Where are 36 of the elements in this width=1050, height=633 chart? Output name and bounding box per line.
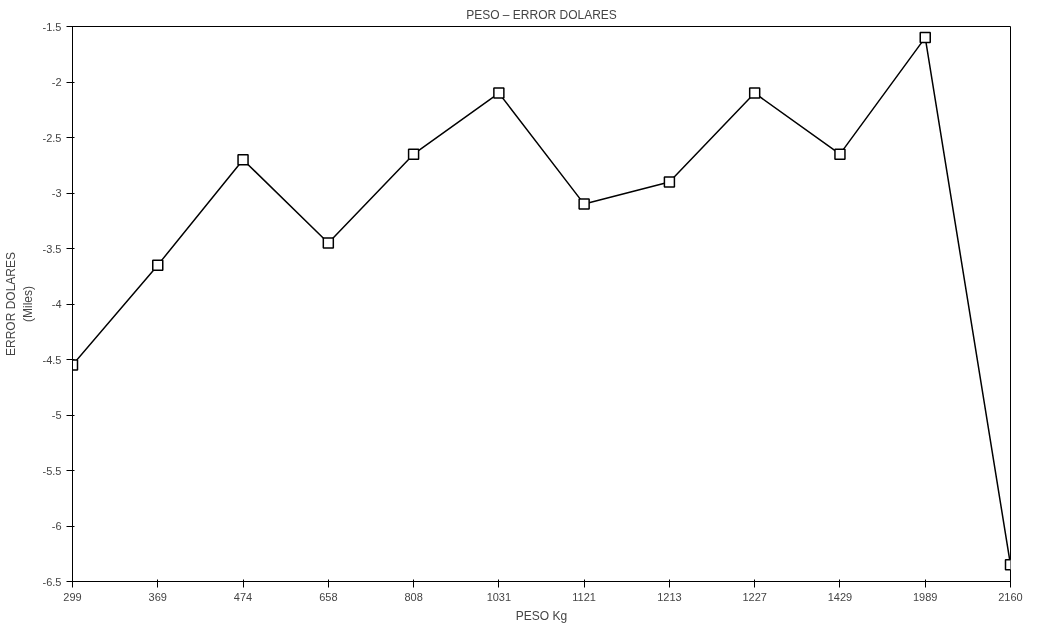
chart-title: PESO – ERROR DOLARES xyxy=(466,7,617,22)
point xyxy=(152,259,164,271)
y-tick-label: -1.5 xyxy=(42,20,62,33)
x-tick-label: 1989 xyxy=(912,590,938,603)
point xyxy=(322,237,335,249)
x-tick-label: 369 xyxy=(148,590,167,603)
y-tick-label: -4 xyxy=(51,298,62,310)
x-tick-label: 808 xyxy=(404,590,423,603)
x-tick-label: 1429 xyxy=(827,590,853,603)
y-tick-label: -6.5 xyxy=(42,575,62,588)
y-tick-label: -3.5 xyxy=(42,242,62,255)
point xyxy=(578,198,590,210)
y-axis-title: ERROR DOLARES (Miles) xyxy=(3,251,35,357)
x-tick-label: 299 xyxy=(63,590,82,603)
x-tick-label: 474 xyxy=(233,590,253,603)
y-tick-label: -3 xyxy=(51,187,62,199)
point xyxy=(493,87,505,99)
point xyxy=(663,176,676,188)
x-axis-title: PESO Kg xyxy=(515,608,568,623)
x-tick-label: 1227 xyxy=(742,590,767,603)
point xyxy=(407,148,420,160)
y-tick-label: -2.5 xyxy=(42,131,62,144)
y-tick-label: -4.5 xyxy=(42,353,62,366)
x-tick-label: 2160 xyxy=(998,590,1023,603)
point xyxy=(748,87,761,99)
y-tick-label: -5 xyxy=(51,409,62,421)
x-tick-label: 658 xyxy=(319,590,338,603)
x-tick-label: 1213 xyxy=(657,590,682,603)
y-tick-label: -5.5 xyxy=(42,464,62,477)
point xyxy=(237,153,249,166)
y-tick-label: -6 xyxy=(51,520,62,532)
y-tick-label: -2 xyxy=(51,76,62,88)
x-tick-label: 1121 xyxy=(572,590,596,603)
point xyxy=(919,31,931,44)
point xyxy=(834,148,846,160)
x-tick-label: 1031 xyxy=(486,590,512,603)
